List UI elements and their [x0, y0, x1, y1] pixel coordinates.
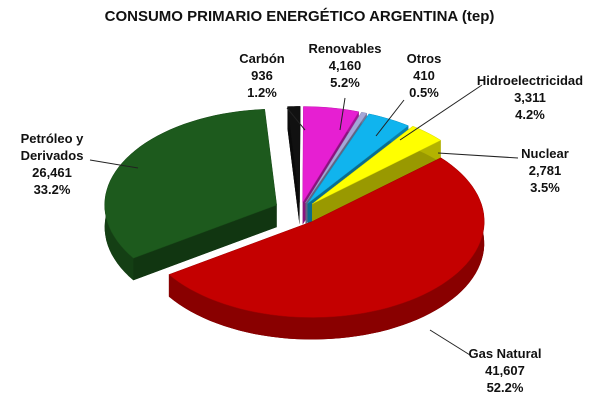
category-label: Hidroelectricidad [476, 73, 584, 88]
slice-wall [287, 106, 300, 225]
value-label: 936 [251, 68, 273, 83]
category-label: Otros [406, 51, 442, 66]
percentage-label: 0.5% [409, 85, 439, 100]
value-label: 3,311 [514, 90, 546, 105]
data-label: Nuclear 2,781 3.5% [505, 145, 585, 196]
leader-line [339, 97, 346, 131]
category-label: Nuclear [521, 146, 569, 161]
leader-line [399, 84, 483, 141]
leader-line [429, 329, 471, 356]
leader-line [89, 159, 139, 169]
slice [305, 111, 368, 204]
value-label: 26,461 [32, 165, 72, 180]
data-label: Otros 410 0.5% [394, 50, 454, 101]
slice-wall [312, 140, 441, 226]
data-label: Carbón 936 1.2% [232, 50, 292, 101]
value-label: 4,160 [328, 58, 362, 73]
leader-line [437, 152, 519, 159]
slice [311, 125, 442, 205]
slice [104, 109, 277, 259]
percentage-label: 33.2% [33, 182, 71, 197]
category-label: Gas Natural [468, 346, 542, 361]
value-label: 41,607 [485, 363, 525, 378]
category-label: Petróleo y Derivados [20, 131, 84, 163]
percentage-label: 1.2% [247, 85, 277, 100]
data-label: Gas Natural 41,607 52.2% [455, 345, 555, 396]
percentage-label: 5.2% [330, 75, 360, 90]
percentage-label: 52.2% [486, 380, 524, 395]
value-label: 410 [413, 68, 435, 83]
category-label: Renovables [308, 41, 382, 56]
percentage-label: 3.5% [530, 180, 560, 195]
value-label: 2,781 [528, 163, 562, 178]
leader-line [375, 99, 405, 137]
slice [287, 106, 301, 203]
percentage-label: 4.2% [515, 107, 545, 122]
data-label: Petróleo y Derivados 26,461 33.2% [2, 130, 102, 198]
slice [302, 106, 360, 204]
slice-wall [133, 205, 277, 281]
data-label: Hidroelectricidad 3,311 4.2% [465, 72, 595, 123]
chart-title: CONSUMO PRIMARIO ENERGÉTICO ARGENTINA (t… [104, 8, 495, 25]
data-label: Renovables 4,160 5.2% [300, 40, 390, 91]
category-label: Carbón [239, 51, 285, 66]
slice [168, 157, 485, 318]
leader-line [286, 107, 306, 131]
